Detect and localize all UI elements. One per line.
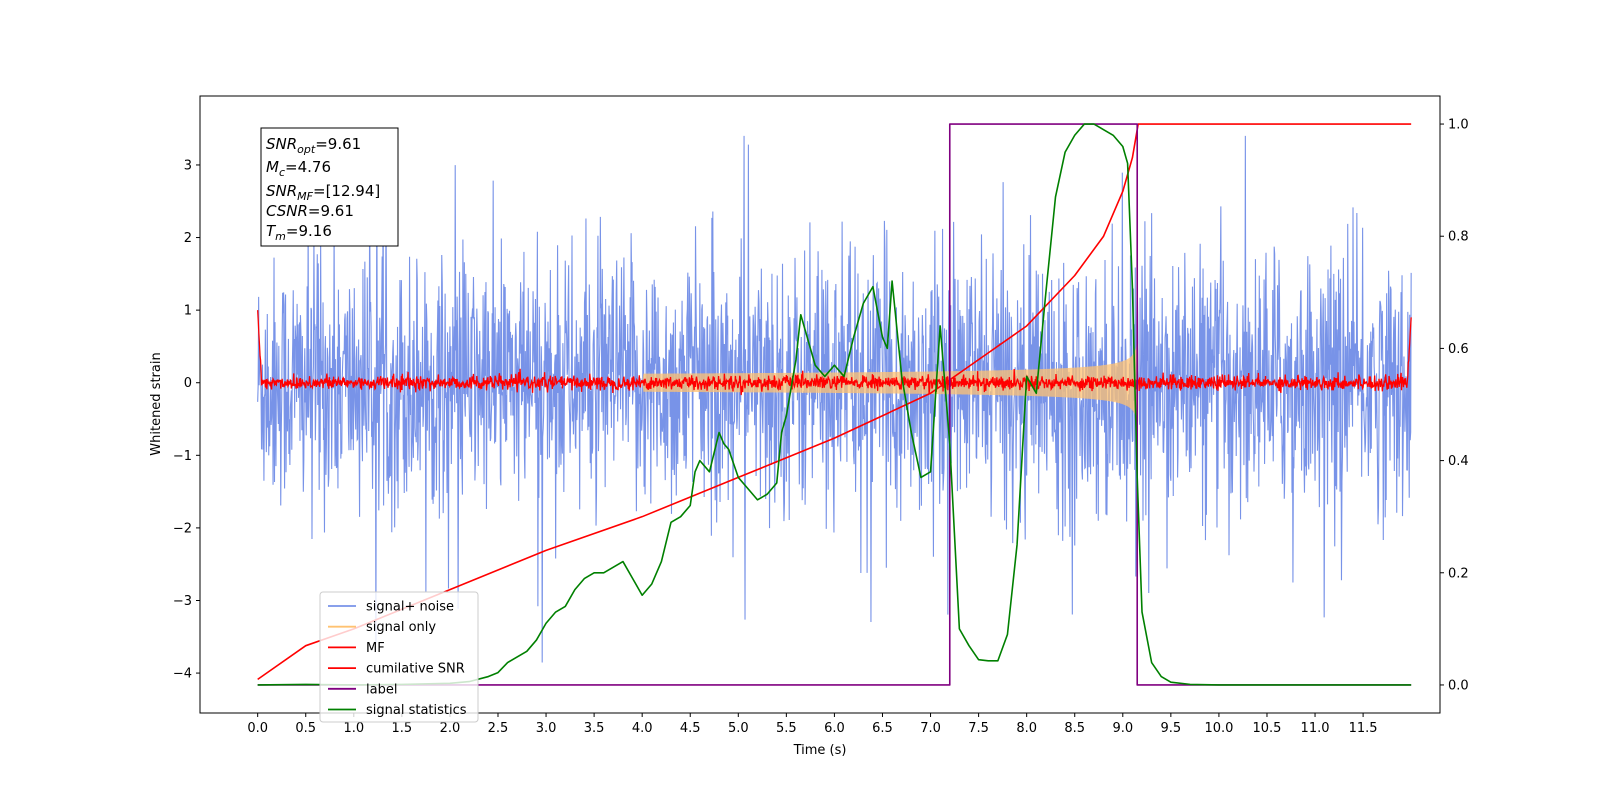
- y2-tick-label: 0.4: [1448, 454, 1469, 469]
- x-tick-label: 5.5: [776, 721, 797, 736]
- legend: signal+ noise signal only MF cumilative SNR…: [319, 591, 479, 723]
- legend-label: signal statistics: [366, 703, 467, 718]
- y2-tick-label: 0.0: [1448, 678, 1469, 693]
- y-tick-label: 3: [184, 158, 192, 173]
- info-tm-symbol: T: [266, 222, 277, 240]
- x-tick-label: 10.0: [1204, 721, 1233, 736]
- plot-frame: [199, 95, 1441, 714]
- x-tick-label: 1.5: [392, 721, 413, 736]
- info-snr-mf-subscript: MF: [297, 190, 313, 203]
- x-axis-label: Time (s): [793, 743, 847, 758]
- x-tick-label: 4.0: [632, 721, 653, 736]
- x-tick-label: 2.5: [488, 721, 509, 736]
- x-axis-ticks: 0.0 0.5 1.0 1.5 2.0 2.5 3.0 3.5 4.0 4.5 5.0 5.5 6.0 6…: [247, 713, 1378, 736]
- info-mc-subscript: c: [279, 166, 285, 179]
- legend-label: MF: [366, 641, 385, 656]
- info-snr-mf-symbol: SNR: [266, 182, 297, 200]
- legend-label: signal+ noise: [366, 600, 454, 615]
- info-tm-subscript: m: [275, 230, 286, 243]
- info-snr-opt-symbol: SNR: [266, 135, 297, 153]
- mf-line: [257, 310, 1412, 396]
- label-line: [257, 123, 1412, 686]
- info-box: SNRopt=9.61 Mc=4.76 SNRMF=[12.94] CSNR=9…: [260, 127, 399, 247]
- info-snr-mf-value: =[12.94]: [313, 182, 380, 200]
- x-tick-label: 7.5: [968, 721, 989, 736]
- y2-tick-label: 0.2: [1448, 566, 1469, 581]
- y-tick-label: −2: [173, 521, 192, 536]
- x-tick-label: 9.0: [1112, 721, 1133, 736]
- info-tm-value: =9.16: [286, 222, 332, 240]
- info-box-frame: [260, 127, 399, 247]
- y-tick-label: −3: [173, 594, 192, 609]
- x-tick-label: 4.5: [680, 721, 701, 736]
- y-tick-label: −1: [173, 449, 192, 464]
- info-snr-opt-value: =9.61: [315, 135, 361, 153]
- info-csnr-value: =9.61: [308, 202, 354, 220]
- x-tick-label: 6.5: [872, 721, 893, 736]
- y2-tick-label: 0.8: [1448, 230, 1469, 245]
- legend-label: label: [366, 682, 397, 697]
- info-snr-opt-subscript: opt: [297, 143, 316, 156]
- y-tick-label: 2: [184, 231, 192, 246]
- mf-series: [257, 310, 1412, 396]
- x-tick-label: 11.5: [1349, 721, 1378, 736]
- legend-label: signal only: [366, 620, 436, 635]
- x-tick-label: 3.0: [536, 721, 557, 736]
- x-tick-label: 10.5: [1253, 721, 1282, 736]
- info-mc-value: =4.76: [285, 158, 331, 176]
- x-tick-label: 8.0: [1016, 721, 1037, 736]
- signal-noise-series: [257, 135, 1412, 663]
- x-tick-label: 3.5: [584, 721, 605, 736]
- legend-items: signal+ noise signal only MF cumilative SNR…: [328, 600, 467, 718]
- y-tick-label: 0: [184, 376, 192, 391]
- info-csnr-label: CSNR: [266, 202, 308, 220]
- x-tick-label: 2.0: [440, 721, 461, 736]
- x-tick-label: 11.0: [1301, 721, 1330, 736]
- signal-noise-line: [257, 135, 1412, 663]
- x-tick-label: 1.0: [343, 721, 364, 736]
- legend-frame: [319, 591, 479, 723]
- y2-tick-label: 1.0: [1448, 118, 1469, 133]
- x-tick-label: 6.0: [824, 721, 845, 736]
- y2-axis-ticks: 1.0 0.8 0.6 0.4 0.2 0.0: [1440, 118, 1469, 693]
- info-snr-opt: SNRopt=9.61: [266, 135, 361, 156]
- info-mc-symbol: M: [266, 158, 279, 176]
- y-axis-ticks: 3 2 1 0 −1 −2 −3 −4: [173, 158, 200, 682]
- x-tick-label: 0.0: [247, 721, 268, 736]
- legend-label: cumilative SNR: [366, 662, 465, 677]
- info-snr-mf: SNRMF=[12.94]: [266, 182, 380, 203]
- y-tick-label: 1: [184, 304, 192, 319]
- signal-statistics-line: [257, 123, 1412, 686]
- info-csnr: CSNR=9.61: [266, 202, 354, 220]
- info-tm: Tm=9.16: [266, 222, 332, 243]
- x-tick-label: 9.5: [1161, 721, 1182, 736]
- y-tick-label: −4: [173, 667, 192, 682]
- y2-tick-label: 0.6: [1448, 342, 1469, 357]
- x-tick-label: 5.0: [728, 721, 749, 736]
- x-tick-label: 8.5: [1064, 721, 1085, 736]
- info-mc: Mc=4.76: [266, 158, 331, 179]
- y-axis-label: Whitened strain: [149, 352, 164, 455]
- x-tick-label: 0.5: [295, 721, 316, 736]
- x-tick-label: 7.0: [920, 721, 941, 736]
